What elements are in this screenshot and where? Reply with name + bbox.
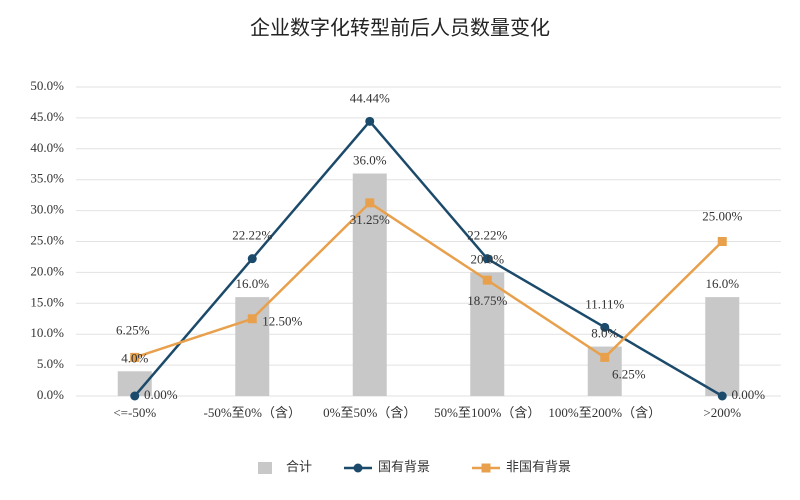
- marker: [482, 254, 492, 264]
- marker: [365, 198, 375, 208]
- marker: [247, 254, 257, 264]
- bar: [235, 297, 270, 396]
- bar-label: 20.0%: [470, 251, 504, 266]
- y-tick-label: 5.0%: [37, 356, 64, 371]
- data-label: 0.00%: [731, 387, 765, 402]
- data-label: 22.22%: [467, 228, 507, 243]
- line: [133, 119, 723, 398]
- x-tick-label: 50%至100%（含）: [434, 405, 540, 420]
- bar-label: 4.0%: [121, 350, 148, 365]
- bar-label: 8.0%: [591, 326, 618, 341]
- marker: [717, 391, 727, 401]
- legend-marker: [353, 463, 363, 473]
- bar: [470, 272, 505, 396]
- y-tick-label: 20.0%: [30, 263, 64, 278]
- data-label: 31.25%: [350, 212, 390, 227]
- data-label: 22.22%: [232, 228, 272, 243]
- y-tick-label: 15.0%: [30, 294, 64, 309]
- marker: [365, 116, 375, 126]
- x-tick-label: >200%: [703, 405, 741, 420]
- y-tick-label: 0.0%: [37, 387, 64, 402]
- marker: [717, 237, 727, 246]
- y-tick-label: 50.0%: [30, 78, 64, 93]
- x-tick-label: 100%至200%（含）: [548, 405, 661, 420]
- marker: [482, 275, 492, 285]
- data-label: 6.25%: [612, 366, 646, 381]
- data-label: 11.11%: [585, 296, 624, 311]
- x-tick-label: 0%至50%（含）: [323, 405, 416, 420]
- data-label: 0.00%: [144, 387, 178, 402]
- y-tick-label: 35.0%: [30, 171, 64, 186]
- y-tick-label: 40.0%: [30, 140, 64, 155]
- legend-label: 合计: [286, 459, 312, 474]
- x-tick-label: <=-50%: [113, 405, 156, 420]
- marker: [130, 391, 140, 401]
- x-tick-label: -50%至0%（含）: [204, 405, 302, 420]
- line: [134, 201, 724, 359]
- marker: [600, 322, 610, 332]
- bar-label: 36.0%: [353, 153, 387, 168]
- legend-marker: [481, 463, 491, 473]
- y-tick-label: 10.0%: [30, 325, 64, 340]
- bar-label: 16.0%: [235, 276, 269, 291]
- marker: [600, 352, 610, 362]
- y-tick-label: 25.0%: [30, 232, 64, 247]
- data-label: 44.44%: [350, 90, 390, 105]
- legend-label: 国有背景: [378, 459, 430, 474]
- marker: [247, 314, 257, 324]
- legend-swatch: [258, 462, 272, 474]
- chart-title: 企业数字化转型前后人员数量变化: [250, 17, 550, 40]
- data-label: 6.25%: [116, 322, 150, 337]
- y-tick-label: 45.0%: [30, 109, 64, 124]
- data-label: 18.75%: [467, 293, 507, 308]
- y-tick-label: 30.0%: [30, 202, 64, 217]
- data-label: 12.50%: [262, 314, 302, 329]
- data-label: 25.00%: [702, 208, 742, 223]
- legend-label: 非国有背景: [506, 459, 571, 474]
- bar: [705, 297, 740, 396]
- marker: [130, 352, 140, 362]
- bar-label: 16.0%: [705, 276, 739, 291]
